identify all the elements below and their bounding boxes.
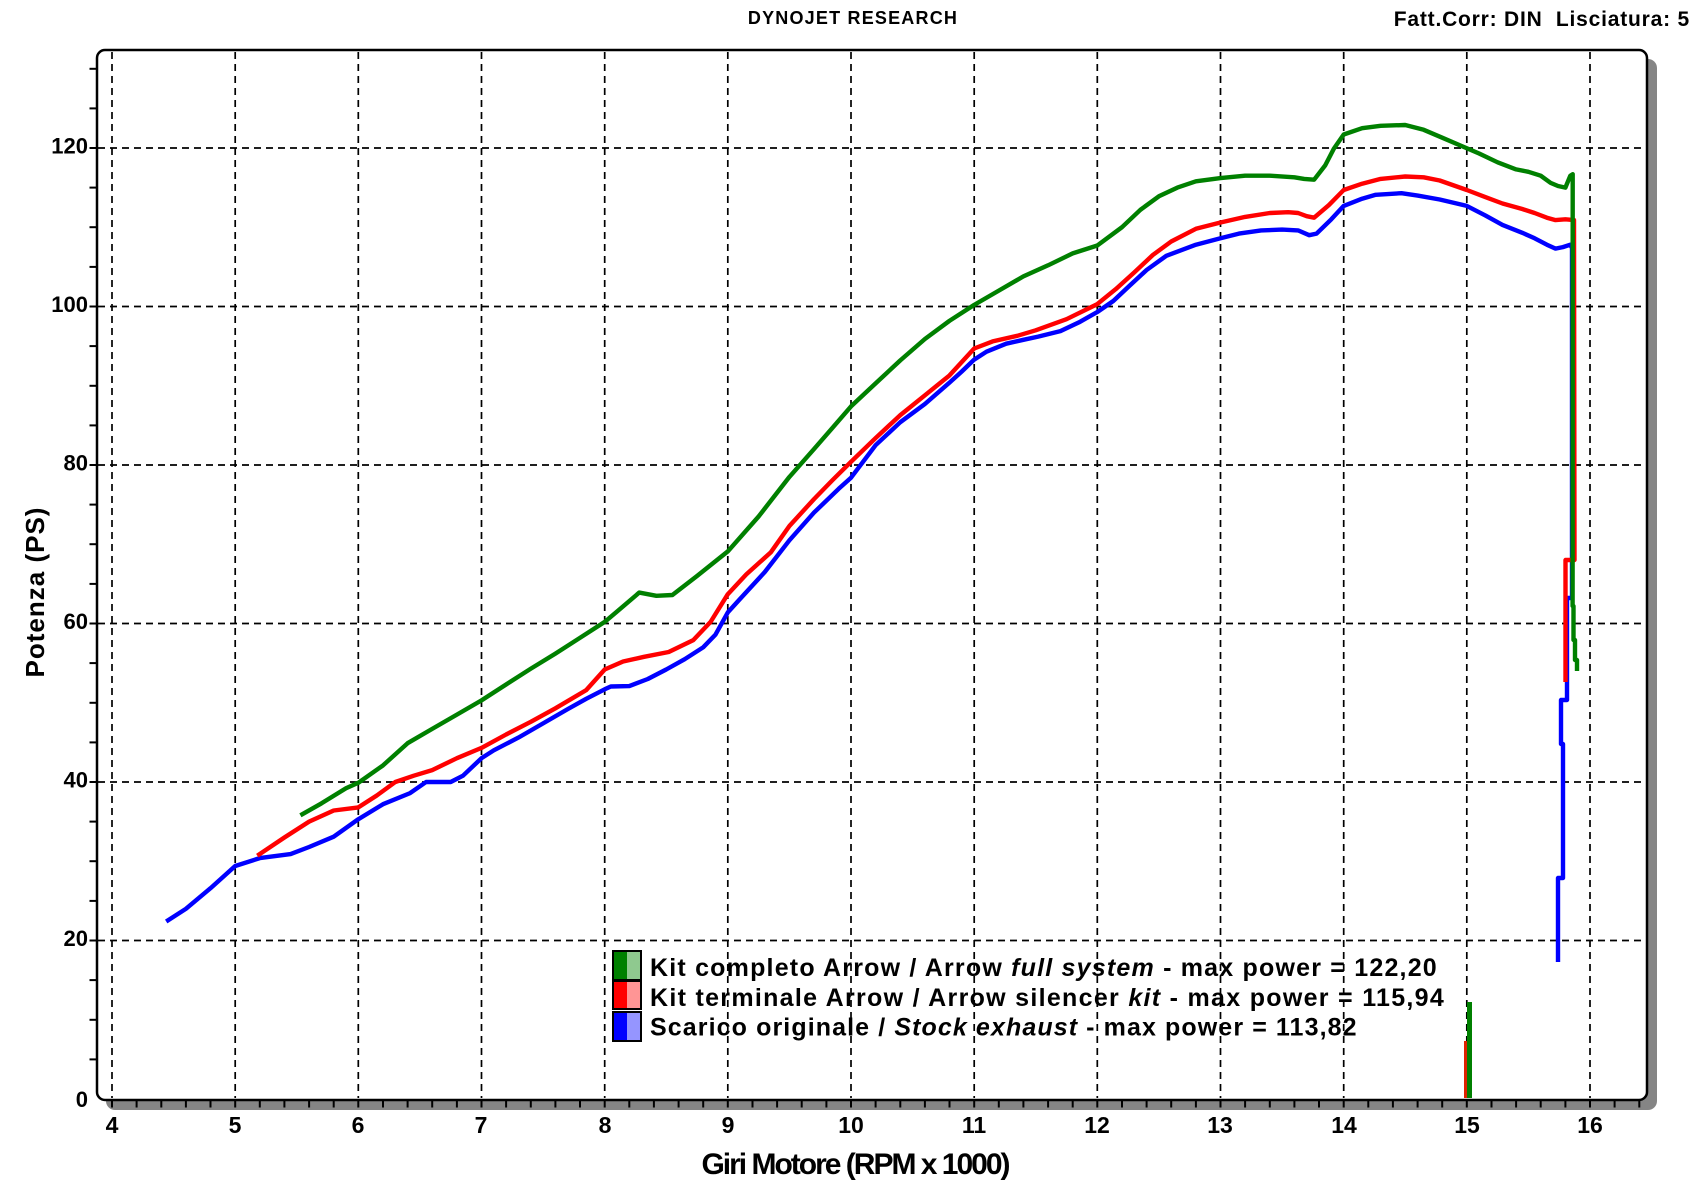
svg-text:10: 10 [838, 1112, 864, 1138]
svg-text:Giri Motore (RPM x 1000): Giri Motore (RPM x 1000) [701, 1148, 1009, 1181]
svg-text:14: 14 [1331, 1112, 1357, 1138]
svg-text:120: 120 [51, 134, 88, 159]
svg-text:100: 100 [51, 292, 88, 317]
svg-text:60: 60 [64, 609, 88, 634]
svg-text:40: 40 [64, 768, 88, 793]
svg-text:6: 6 [352, 1112, 365, 1138]
svg-text:8: 8 [599, 1112, 612, 1138]
svg-text:13: 13 [1207, 1112, 1233, 1138]
svg-text:Kit completo Arrow / Arrow ful: Kit completo Arrow / Arrow full system -… [650, 954, 1438, 982]
svg-text:7: 7 [475, 1112, 488, 1138]
svg-text:Kit terminale Arrow / Arrow si: Kit terminale Arrow / Arrow silencer kit… [650, 984, 1445, 1012]
svg-text:12: 12 [1084, 1112, 1110, 1138]
svg-text:Fatt.Corr: DIN Lisciatura: 5: Fatt.Corr: DIN Lisciatura: 5 [1394, 8, 1690, 31]
svg-text:20: 20 [64, 926, 88, 951]
svg-text:DYNOJET RESEARCH: DYNOJET RESEARCH [748, 8, 958, 28]
svg-text:4: 4 [106, 1112, 119, 1138]
svg-text:80: 80 [64, 451, 88, 476]
svg-text:9: 9 [722, 1112, 735, 1138]
svg-text:16: 16 [1577, 1112, 1603, 1138]
svg-text:Potenza (PS): Potenza (PS) [20, 507, 50, 678]
svg-text:0: 0 [76, 1087, 88, 1112]
svg-text:Scarico originale / Stock exha: Scarico originale / Stock exhaust - max … [650, 1014, 1358, 1042]
svg-text:15: 15 [1454, 1112, 1480, 1138]
svg-text:11: 11 [962, 1112, 987, 1138]
svg-text:5: 5 [229, 1112, 242, 1138]
